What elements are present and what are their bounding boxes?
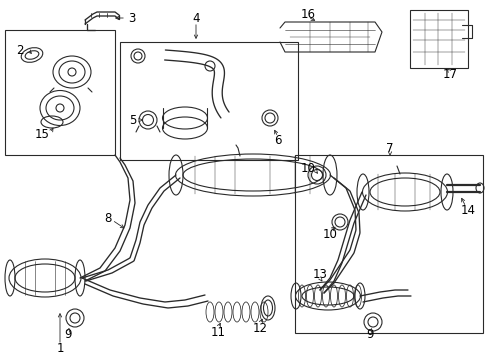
Text: 13: 13 <box>312 269 327 282</box>
Text: 5: 5 <box>129 113 137 126</box>
Bar <box>120 42 297 160</box>
Text: 10: 10 <box>322 228 337 240</box>
Bar <box>5 30 115 155</box>
Text: 17: 17 <box>442 68 457 81</box>
Text: 12: 12 <box>252 321 267 334</box>
Text: 6: 6 <box>274 134 281 147</box>
Text: 9: 9 <box>64 328 72 342</box>
Bar <box>409 10 467 68</box>
Text: 16: 16 <box>300 8 315 21</box>
Text: 11: 11 <box>210 325 225 338</box>
Text: 3: 3 <box>128 12 135 24</box>
Text: 15: 15 <box>35 129 49 141</box>
Text: 2: 2 <box>16 44 24 57</box>
Text: 14: 14 <box>460 203 474 216</box>
Text: 8: 8 <box>104 211 111 225</box>
Text: 10: 10 <box>300 162 315 175</box>
Text: 4: 4 <box>192 12 199 24</box>
Bar <box>294 155 482 333</box>
Text: 1: 1 <box>56 342 63 355</box>
Text: 9: 9 <box>366 328 373 342</box>
Text: 7: 7 <box>386 141 393 154</box>
